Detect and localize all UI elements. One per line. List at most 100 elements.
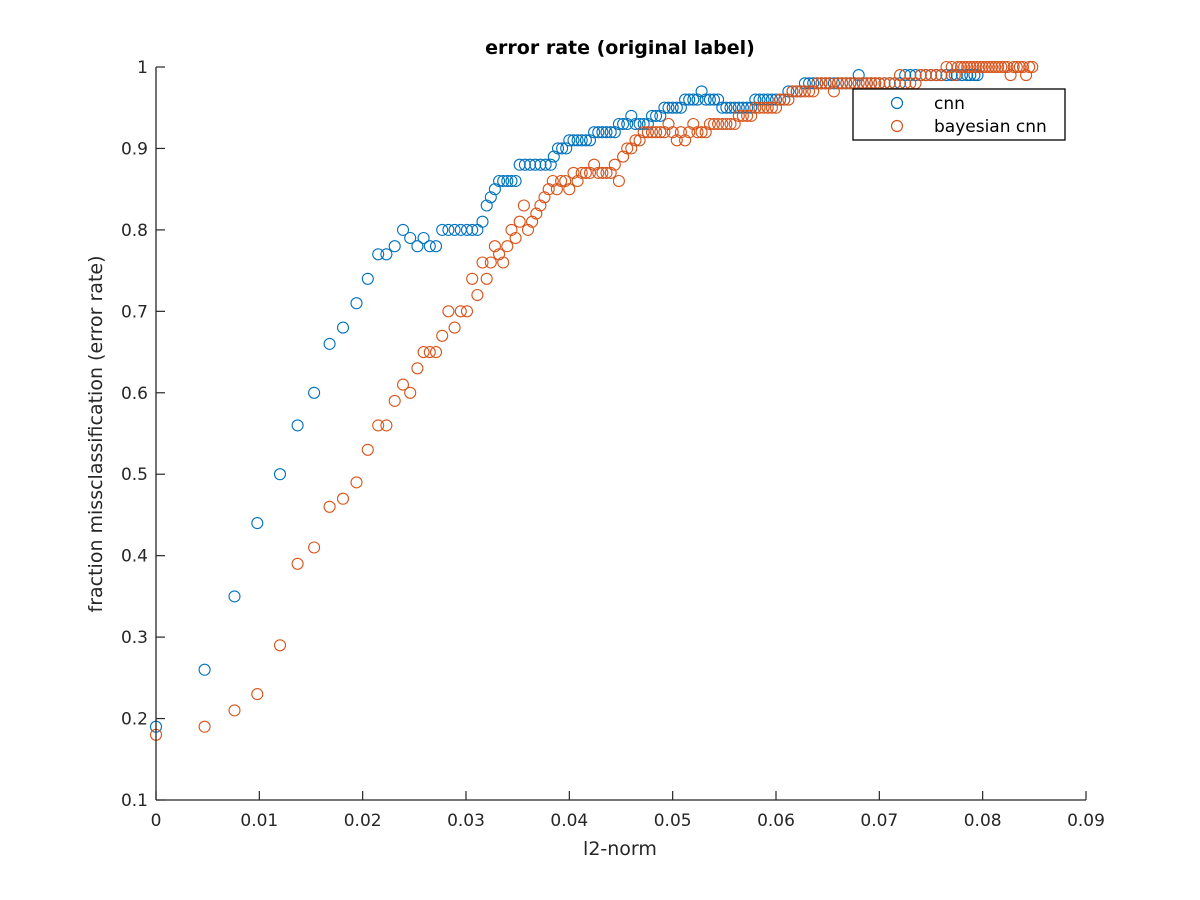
data-point	[583, 166, 597, 179]
data-point	[466, 223, 479, 236]
data-point	[596, 166, 609, 179]
data-point	[831, 77, 845, 90]
data-point	[815, 77, 828, 90]
data-point	[745, 101, 758, 114]
legend-label-cnn: cnn	[934, 94, 965, 114]
data-point	[919, 69, 932, 82]
data-point	[484, 191, 497, 204]
data-point	[493, 248, 506, 261]
data-point	[556, 142, 569, 155]
data-point	[732, 109, 745, 122]
plot-area-background	[156, 67, 1086, 800]
data-point	[650, 126, 663, 139]
y-tick-label: 0.3	[121, 628, 148, 648]
data-point	[442, 305, 455, 318]
data-point	[683, 93, 696, 106]
data-point	[674, 126, 687, 139]
data-point	[769, 101, 783, 114]
data-point	[396, 378, 410, 391]
data-point	[417, 231, 430, 245]
data-point	[625, 142, 638, 155]
data-point	[633, 117, 646, 131]
data-point	[417, 346, 430, 359]
data-point	[529, 158, 542, 171]
data-point	[803, 85, 816, 98]
data-point	[1026, 60, 1039, 74]
data-point	[542, 183, 555, 196]
data-point	[645, 126, 659, 139]
data-point	[493, 174, 506, 188]
data-point	[501, 174, 514, 188]
plot-area: 0 0.01 0.02 0.03 0.04 0.05 0.06 0.07 0.08 0.09 0.…	[121, 58, 1105, 831]
data-point	[575, 134, 588, 147]
data-point	[625, 109, 638, 122]
data-point	[703, 93, 716, 106]
x-tick-label: 0.04	[550, 811, 588, 831]
data-point	[654, 126, 667, 139]
data-point	[372, 248, 385, 261]
data-point	[579, 134, 592, 147]
data-point	[460, 305, 474, 318]
y-tick-label: 0.4	[121, 547, 148, 567]
data-point	[429, 346, 443, 359]
x-tick-label: 0.05	[654, 811, 692, 831]
data-point	[228, 590, 241, 603]
data-point	[761, 93, 774, 106]
data-point	[501, 240, 514, 253]
data-point	[728, 101, 741, 114]
data-point	[600, 166, 613, 179]
data-point	[323, 337, 336, 350]
data-point	[592, 166, 605, 179]
data-point	[546, 174, 559, 188]
data-point	[563, 183, 576, 196]
data-point	[588, 126, 601, 139]
series-layer	[149, 60, 1039, 741]
data-point	[961, 60, 974, 74]
x-axis-label: l2-norm	[583, 838, 657, 860]
legend-box	[852, 88, 1066, 141]
data-point	[836, 77, 849, 90]
data-point	[488, 240, 501, 253]
data-point	[964, 69, 977, 82]
data-point	[840, 77, 853, 90]
data-point	[571, 174, 584, 188]
data-point	[544, 158, 557, 171]
data-point	[732, 101, 745, 114]
data-point	[411, 240, 424, 253]
data-point	[695, 126, 708, 139]
data-point	[670, 134, 683, 147]
data-point	[460, 223, 474, 236]
data-point	[567, 166, 580, 179]
data-point	[703, 117, 716, 131]
data-point	[976, 60, 989, 74]
data-point	[617, 150, 630, 163]
data-point	[436, 329, 449, 342]
data-point	[736, 109, 749, 122]
data-point	[436, 223, 449, 236]
y-axis-label: fraction missclassification (error rate)	[85, 255, 107, 612]
data-point	[712, 117, 725, 131]
data-point	[945, 60, 958, 74]
data-point	[679, 134, 692, 147]
data-point	[524, 158, 537, 171]
data-point	[712, 93, 725, 106]
y-tick-label: 0.9	[121, 139, 148, 159]
data-point	[798, 77, 811, 90]
data-point	[497, 174, 510, 188]
data-point	[948, 69, 961, 82]
data-point	[674, 101, 687, 114]
legend-marker-bayesian-cnn	[890, 119, 904, 133]
data-point	[985, 60, 999, 74]
data-point	[798, 85, 811, 98]
data-point	[687, 93, 700, 106]
y-tick-label: 0.8	[121, 221, 148, 241]
data-point	[521, 223, 535, 236]
data-point	[471, 288, 484, 302]
data-point	[1023, 60, 1036, 74]
data-point	[404, 231, 417, 245]
data-point	[1007, 60, 1020, 74]
data-point	[423, 240, 436, 253]
data-point	[404, 386, 417, 399]
legend-marker-cnn	[890, 96, 904, 110]
